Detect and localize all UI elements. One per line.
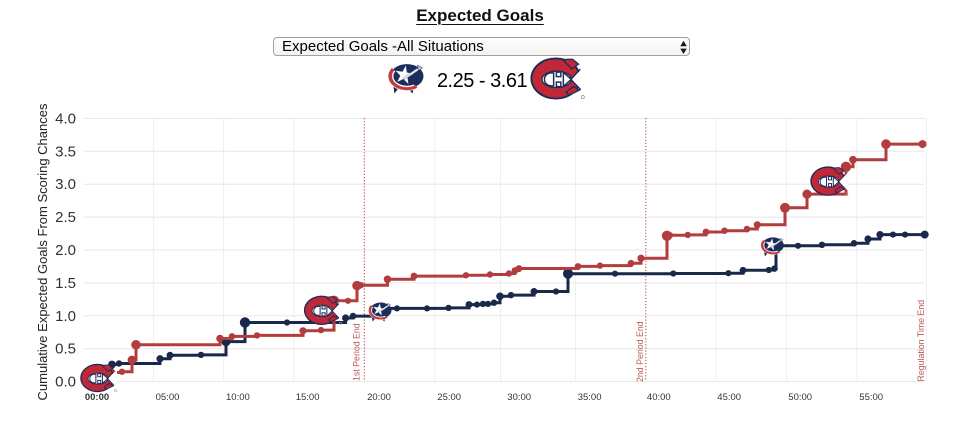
svg-text:2.5: 2.5 (55, 209, 76, 226)
svg-text:10:00: 10:00 (226, 392, 250, 403)
svg-text:05:00: 05:00 (156, 392, 180, 403)
svg-text:3.5: 3.5 (55, 143, 76, 160)
svg-text:Regulation Time End: Regulation Time End (916, 300, 926, 382)
svg-text:0.5: 0.5 (55, 341, 76, 358)
svg-text:15:00: 15:00 (296, 392, 320, 403)
svg-text:40:00: 40:00 (647, 392, 671, 403)
svg-text:20:00: 20:00 (367, 392, 391, 403)
svg-text:50:00: 50:00 (788, 392, 812, 403)
svg-text:1.5: 1.5 (55, 275, 76, 292)
svg-text:2nd Period End: 2nd Period End (635, 321, 645, 382)
svg-text:2.0: 2.0 (55, 242, 76, 259)
svg-text:1.0: 1.0 (55, 308, 76, 325)
svg-text:1st Period End: 1st Period End (352, 323, 362, 381)
svg-text:Cumulative Expected Goals From: Cumulative Expected Goals From Scoring C… (35, 103, 50, 400)
svg-text:30:00: 30:00 (507, 392, 531, 403)
svg-text:0.0: 0.0 (55, 374, 76, 391)
svg-text:25:00: 25:00 (437, 392, 461, 403)
svg-text:35:00: 35:00 (578, 392, 602, 403)
svg-text:00:00: 00:00 (85, 392, 109, 403)
svg-text:55:00: 55:00 (859, 392, 883, 403)
svg-text:4.0: 4.0 (55, 110, 76, 127)
svg-text:45:00: 45:00 (717, 392, 741, 403)
svg-text:3.0: 3.0 (55, 176, 76, 193)
